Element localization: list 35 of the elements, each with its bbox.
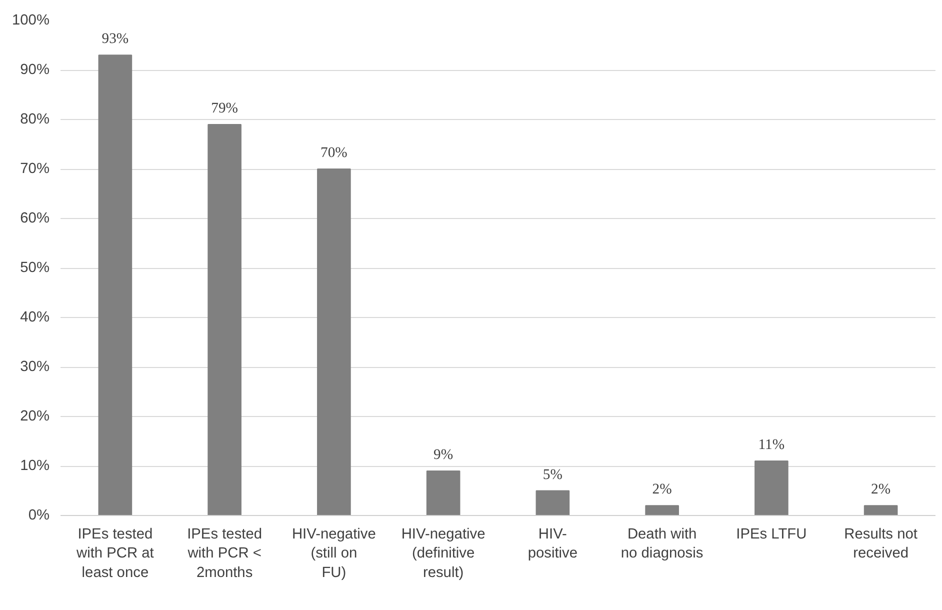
x-tick-label: IPEs LTFU [736,526,807,542]
y-tick-label: 50% [20,260,50,276]
x-tick-label: Death with no diagnosis [620,526,704,562]
y-tick-label: 40% [20,310,50,326]
y-tick-label: 70% [20,161,50,177]
y-tick-label: 80% [20,112,50,128]
y-tick-label: 90% [20,62,50,78]
data-label: 11% [758,437,785,454]
data-label: 2% [871,482,891,498]
x-tick-label: Results not received [844,526,918,562]
y-tick-label: 60% [20,210,50,226]
data-label: 70% [320,145,348,161]
data-label: 79% [211,100,238,116]
x-tick-label: IPEs tested with PCR at least once [76,526,154,581]
y-tick-label: 100% [12,12,50,28]
y-tick-label: 10% [20,458,50,474]
x-tick-label: HIV- positive [528,526,578,562]
y-tick-label: 0% [28,508,50,524]
data-label: 93% [102,31,129,48]
y-tick-label: 20% [20,408,50,424]
bar [317,168,351,516]
data-label: 2% [652,482,672,498]
y-tick-label: 30% [20,359,50,375]
data-label: 5% [542,466,562,483]
bar [864,505,898,516]
x-tick-label: IPEs tested with PCR < 2months [186,526,262,581]
bar [98,54,132,516]
bar [208,124,242,516]
x-tick-label: HIV-negative (definitive result) [401,526,486,581]
bar [645,505,679,516]
bar [536,490,570,516]
bar [426,470,460,516]
data-label: 9% [434,446,454,463]
x-tick-label: HIV-negative (still on FU) [292,526,376,581]
bar [754,460,788,516]
